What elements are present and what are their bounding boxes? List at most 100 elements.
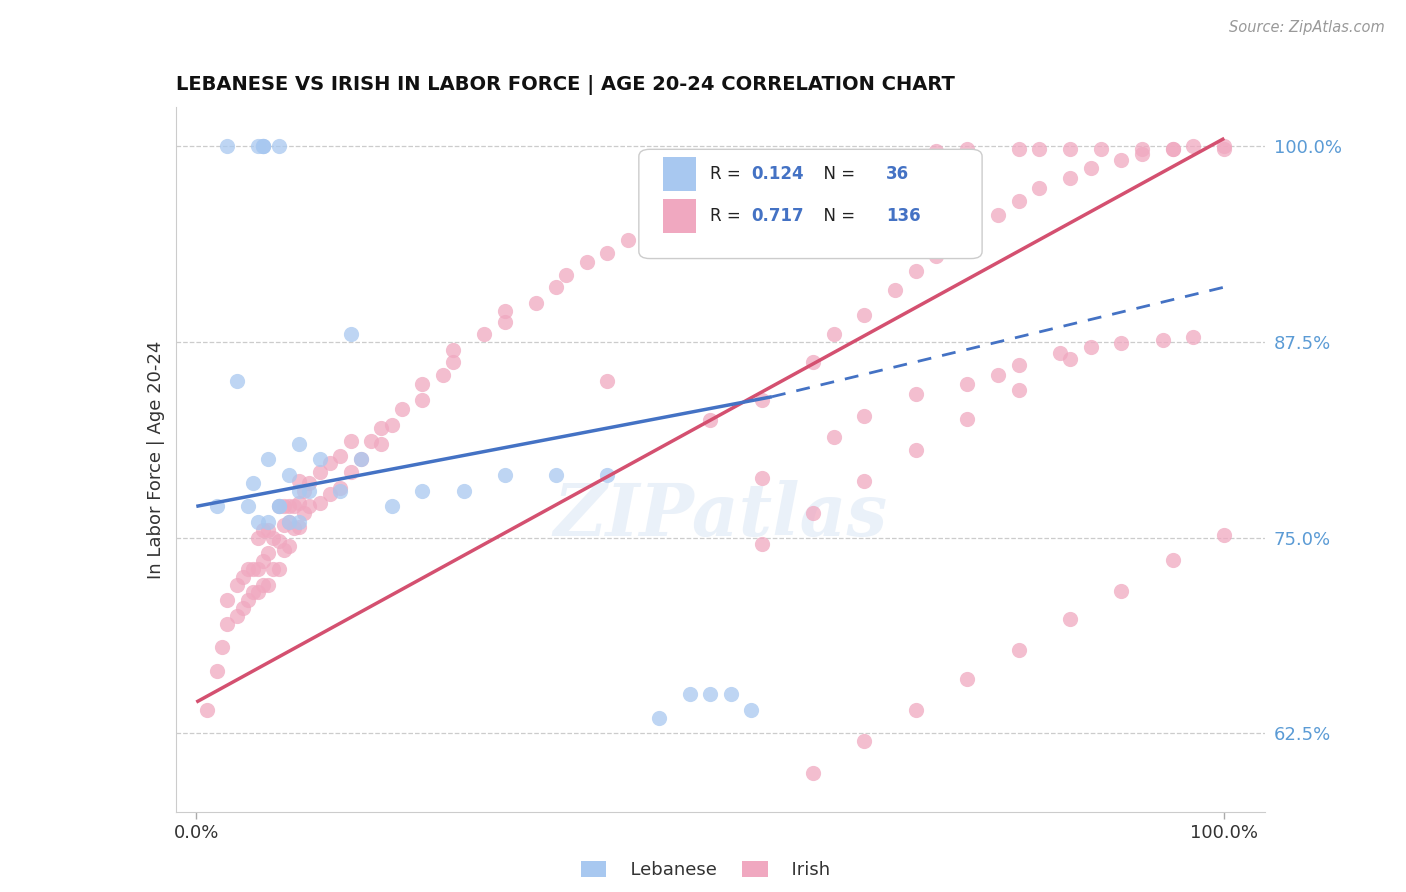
Point — [308, 452, 330, 467]
Text: R =: R = — [710, 207, 745, 226]
Point — [252, 139, 274, 153]
Point — [494, 315, 516, 329]
Point — [273, 500, 295, 514]
Point — [217, 593, 239, 607]
Text: N =: N = — [813, 207, 860, 226]
Point — [246, 562, 269, 576]
Point — [195, 703, 218, 717]
Point — [283, 521, 305, 535]
Point — [1008, 194, 1031, 208]
Point — [391, 402, 413, 417]
Point — [904, 442, 927, 457]
Point — [453, 483, 475, 498]
Point — [211, 640, 233, 655]
Point — [257, 577, 280, 591]
Point — [956, 142, 979, 156]
Point — [1028, 181, 1050, 195]
Point — [381, 417, 404, 432]
Point — [236, 562, 259, 576]
Point — [329, 449, 352, 463]
Text: 136: 136 — [886, 207, 921, 226]
Point — [637, 220, 659, 235]
Point — [1111, 583, 1133, 598]
Point — [1059, 612, 1081, 626]
Point — [370, 421, 392, 435]
Point — [546, 468, 568, 483]
Point — [308, 496, 330, 510]
Point — [257, 452, 280, 467]
Point — [267, 139, 290, 153]
Point — [801, 355, 824, 369]
Point — [319, 487, 342, 501]
Point — [472, 327, 495, 342]
Point — [242, 585, 264, 599]
Point — [494, 468, 516, 483]
Point — [1080, 340, 1102, 354]
Point — [987, 208, 1010, 222]
Point — [217, 139, 239, 153]
Point — [617, 233, 640, 247]
Point — [904, 386, 927, 401]
Point — [956, 411, 979, 425]
Point — [823, 430, 845, 444]
Point — [1161, 142, 1184, 156]
Point — [226, 577, 249, 591]
Point — [904, 264, 927, 278]
Point — [1028, 142, 1050, 156]
Point — [801, 765, 824, 780]
Point — [236, 593, 259, 607]
Point — [853, 734, 876, 748]
Point — [252, 577, 274, 591]
Point — [1008, 359, 1031, 373]
Point — [267, 500, 290, 514]
Point — [246, 515, 269, 529]
Point — [432, 368, 454, 382]
Point — [277, 539, 299, 553]
Point — [288, 515, 311, 529]
Point — [956, 227, 979, 241]
Point — [339, 434, 361, 448]
Point — [956, 377, 979, 392]
Point — [1161, 142, 1184, 156]
Point — [575, 255, 598, 269]
Point — [1213, 527, 1236, 541]
Point — [441, 355, 464, 369]
Text: LEBANESE VS IRISH IN LABOR FORCE | AGE 20-24 CORRELATION CHART: LEBANESE VS IRISH IN LABOR FORCE | AGE 2… — [176, 75, 955, 95]
Point — [751, 537, 773, 551]
Bar — [662, 199, 696, 233]
Point — [283, 500, 305, 514]
Point — [648, 711, 671, 725]
Point — [1111, 336, 1133, 351]
Point — [273, 518, 295, 533]
Point — [1130, 142, 1153, 156]
Point — [350, 452, 373, 467]
Point — [277, 468, 299, 483]
Point — [205, 664, 228, 678]
Point — [242, 562, 264, 576]
Point — [853, 308, 876, 322]
Point — [801, 506, 824, 520]
Point — [441, 343, 464, 357]
Point — [411, 483, 433, 498]
Point — [298, 500, 321, 514]
Text: Irish: Irish — [780, 861, 831, 879]
Point — [277, 500, 299, 514]
Point — [1182, 330, 1205, 344]
Text: Lebanese: Lebanese — [619, 861, 717, 879]
Point — [257, 515, 280, 529]
Point — [494, 303, 516, 318]
Point — [699, 687, 721, 701]
Point — [1161, 552, 1184, 566]
Point — [205, 500, 228, 514]
FancyBboxPatch shape — [638, 149, 981, 259]
Point — [740, 703, 762, 717]
Point — [267, 562, 290, 576]
Point — [232, 570, 254, 584]
Point — [246, 585, 269, 599]
Point — [1213, 139, 1236, 153]
Point — [925, 144, 948, 158]
Point — [904, 703, 927, 717]
Point — [273, 543, 295, 558]
Point — [596, 245, 619, 260]
Point — [668, 205, 690, 219]
